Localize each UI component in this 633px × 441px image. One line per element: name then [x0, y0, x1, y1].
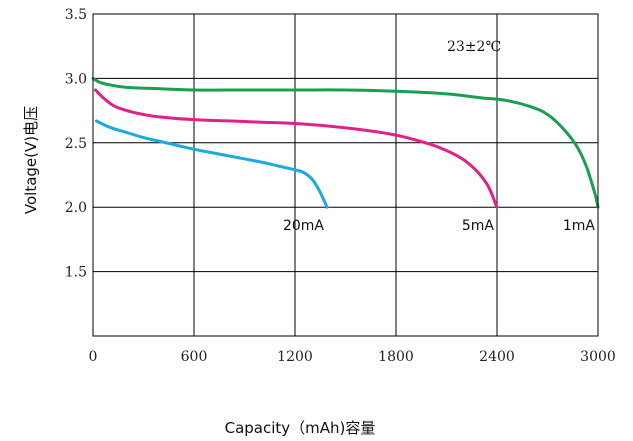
series-line-5mA [94, 88, 499, 209]
x-tick-label: 3000 [580, 349, 616, 365]
series-lines [91, 76, 600, 209]
y-tick-labels: 1.5 2.0 2.5 3.0 3.5 [65, 7, 87, 281]
series-label-5mA: 5mA [462, 218, 495, 234]
x-tick-label: 2400 [479, 349, 515, 365]
series-line-20mA [94, 119, 329, 209]
series-line-1mA [91, 76, 600, 209]
x-tick-label: 1200 [277, 349, 313, 365]
x-tick-label: 600 [181, 349, 208, 365]
x-tick-label: 1800 [378, 349, 414, 365]
x-tick-label: 0 [89, 349, 98, 365]
series-label-20mA: 20mA [283, 218, 324, 234]
series-label-1mA: 1mA [563, 218, 596, 234]
y-tick-label: 2.0 [65, 200, 87, 216]
x-tick-labels: 0 600 1200 1800 2400 3000 [89, 349, 616, 365]
x-axis-label: Capacity（mAh)容量 [225, 419, 376, 437]
y-tick-label: 2.5 [65, 136, 87, 152]
y-tick-label: 1.5 [65, 265, 87, 281]
y-axis-label: Voltage(V)电压 [22, 106, 40, 214]
series-labels: 20mA 5mA 1mA [283, 218, 595, 234]
y-tick-label: 3.5 [65, 7, 87, 23]
grid-lines [93, 14, 598, 336]
y-tick-label: 3.0 [65, 71, 87, 87]
plot-frame [92, 13, 599, 337]
temperature-annotation: 23±2℃ [447, 39, 501, 55]
